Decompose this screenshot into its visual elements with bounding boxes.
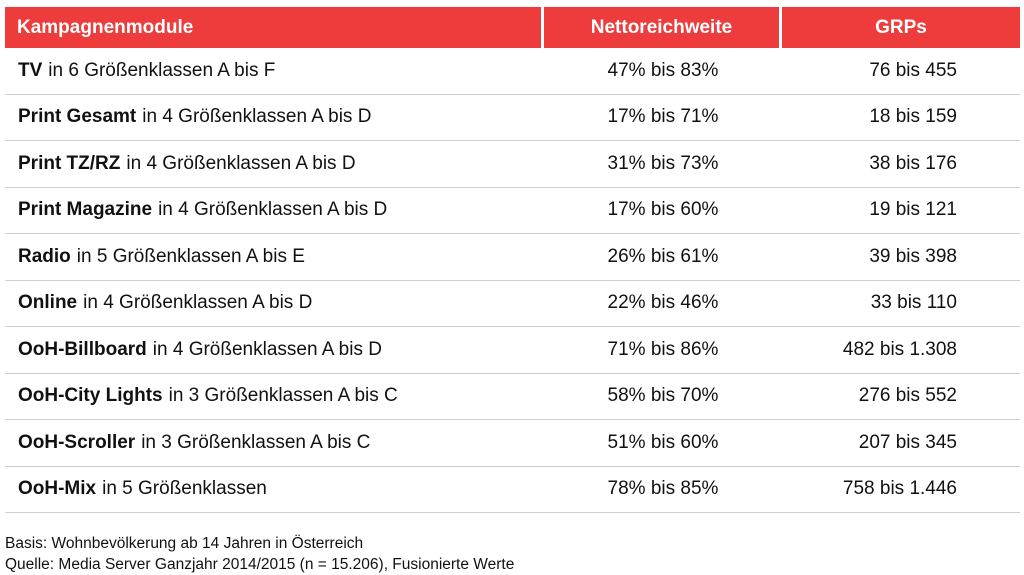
table-row: OoH-City Lights in 3 Größenklassen A bis …: [5, 374, 1020, 420]
header-grps: GRPs: [782, 7, 1020, 48]
module-name: OoH-Scroller: [18, 431, 136, 453]
module-name: OoH-City Lights: [18, 385, 163, 407]
module-cell: OoH-Scroller in 3 Größenklassen A bis C: [5, 420, 544, 466]
module-name: Print Magazine: [18, 199, 153, 221]
table-row: Print Magazine in 4 Größenklassen A bis D…: [5, 188, 1020, 234]
footer-source: Quelle: Media Server Ganzjahr 2014/2015 …: [5, 556, 515, 573]
campaign-table: Kampagnenmodule Nettoreichweite GRPs TV i…: [5, 7, 1020, 513]
grps-cell: 276 bis 552: [858, 385, 957, 407]
grps-cell: 482 bis 1.308: [842, 338, 957, 360]
table-row: Print Gesamt in 4 Größenklassen A bis D 17…: [5, 95, 1020, 141]
reach-cell: 78% bis 85%: [607, 478, 719, 500]
module-name: Online: [18, 292, 78, 314]
module-name: TV: [18, 59, 43, 81]
module-cell: Print Magazine in 4 Größenklassen A bis D: [5, 188, 544, 234]
module-name: OoH-Mix: [18, 478, 97, 500]
table-row: OoH-Billboard in 4 Größenklassen A bis D 7…: [5, 327, 1020, 374]
table-row: TV in 6 Größenklassen A bis F 47% bis 83% 7…: [5, 48, 1020, 95]
footer-notes: Basis: Wohnbevölkerung ab 14 Jahren in Ö…: [5, 533, 514, 575]
module-cell: OoH-Mix in 5 Größenklassen: [5, 467, 544, 513]
module-detail: in 4 Größenklassen A bis D: [126, 152, 356, 174]
reach-cell: 22% bis 46%: [607, 292, 719, 314]
reach-cell: 51% bis 60%: [607, 431, 719, 453]
table-row: Online in 4 Größenklassen A bis D 22% bis …: [5, 281, 1020, 327]
module-detail: in 4 Größenklassen A bis D: [158, 199, 388, 221]
module-name: Radio: [18, 245, 71, 267]
module-detail: in 5 Größenklassen: [102, 478, 267, 500]
header-kampagnenmodule: Kampagnenmodule: [5, 7, 541, 48]
module-detail: in 3 Größenklassen A bis C: [168, 385, 398, 407]
table-row: Radio in 5 Größenklassen A bis E 26% bis 6…: [5, 234, 1020, 281]
module-name: Print Gesamt: [18, 106, 137, 128]
grps-cell: 33 bis 110: [870, 292, 957, 314]
grps-cell: 18 bis 159: [869, 106, 957, 128]
module-detail: in 4 Größenklassen A bis D: [142, 106, 372, 128]
module-cell: Print TZ/RZ in 4 Größenklassen A bis D: [5, 141, 544, 187]
module-cell: Online in 4 Größenklassen A bis D: [5, 281, 544, 327]
grps-cell: 76 bis 455: [869, 59, 957, 81]
module-name: Print TZ/RZ: [18, 152, 121, 174]
module-detail: in 4 Größenklassen A bis D: [83, 292, 313, 314]
table-row: OoH-Mix in 5 Größenklassen 78% bis 85% 758 …: [5, 467, 1020, 513]
module-cell: OoH-Billboard in 4 Größenklassen A bis D: [5, 327, 544, 373]
table-row: OoH-Scroller in 3 Größenklassen A bis C 51…: [5, 420, 1020, 467]
footer-basis: Basis: Wohnbevölkerung ab 14 Jahren in Ö…: [5, 535, 364, 552]
table-row: Print TZ/RZ in 4 Größenklassen A bis D 31%…: [5, 141, 1020, 188]
module-detail: in 6 Größenklassen A bis F: [48, 59, 276, 81]
table-body: TV in 6 Größenklassen A bis F 47% bis 83% 7…: [5, 48, 1020, 513]
module-cell: TV in 6 Größenklassen A bis F: [5, 48, 544, 94]
reach-cell: 58% bis 70%: [607, 385, 719, 407]
grps-cell: 19 bis 121: [869, 199, 957, 221]
module-detail: in 4 Größenklassen A bis D: [152, 338, 382, 360]
table-header: Kampagnenmodule Nettoreichweite GRPs: [5, 7, 1020, 48]
reach-cell: 71% bis 86%: [607, 338, 719, 360]
reach-cell: 17% bis 71%: [607, 106, 719, 128]
grps-cell: 39 bis 398: [869, 245, 957, 267]
module-detail: in 5 Größenklassen A bis E: [76, 245, 305, 267]
module-name: OoH-Billboard: [18, 338, 147, 360]
grps-cell: 38 bis 176: [869, 152, 957, 174]
module-cell: Radio in 5 Größenklassen A bis E: [5, 234, 544, 280]
grps-cell: 758 bis 1.446: [842, 478, 957, 500]
reach-cell: 31% bis 73%: [607, 152, 719, 174]
module-cell: Print Gesamt in 4 Größenklassen A bis D: [5, 95, 544, 141]
reach-cell: 26% bis 61%: [607, 245, 719, 267]
reach-cell: 17% bis 60%: [607, 199, 719, 221]
module-cell: OoH-City Lights in 3 Größenklassen A bis …: [5, 374, 544, 420]
grps-cell: 207 bis 345: [858, 431, 957, 453]
header-nettoreichweite: Nettoreichweite: [544, 7, 779, 48]
module-detail: in 3 Größenklassen A bis C: [141, 431, 371, 453]
reach-cell: 47% bis 83%: [607, 59, 719, 81]
